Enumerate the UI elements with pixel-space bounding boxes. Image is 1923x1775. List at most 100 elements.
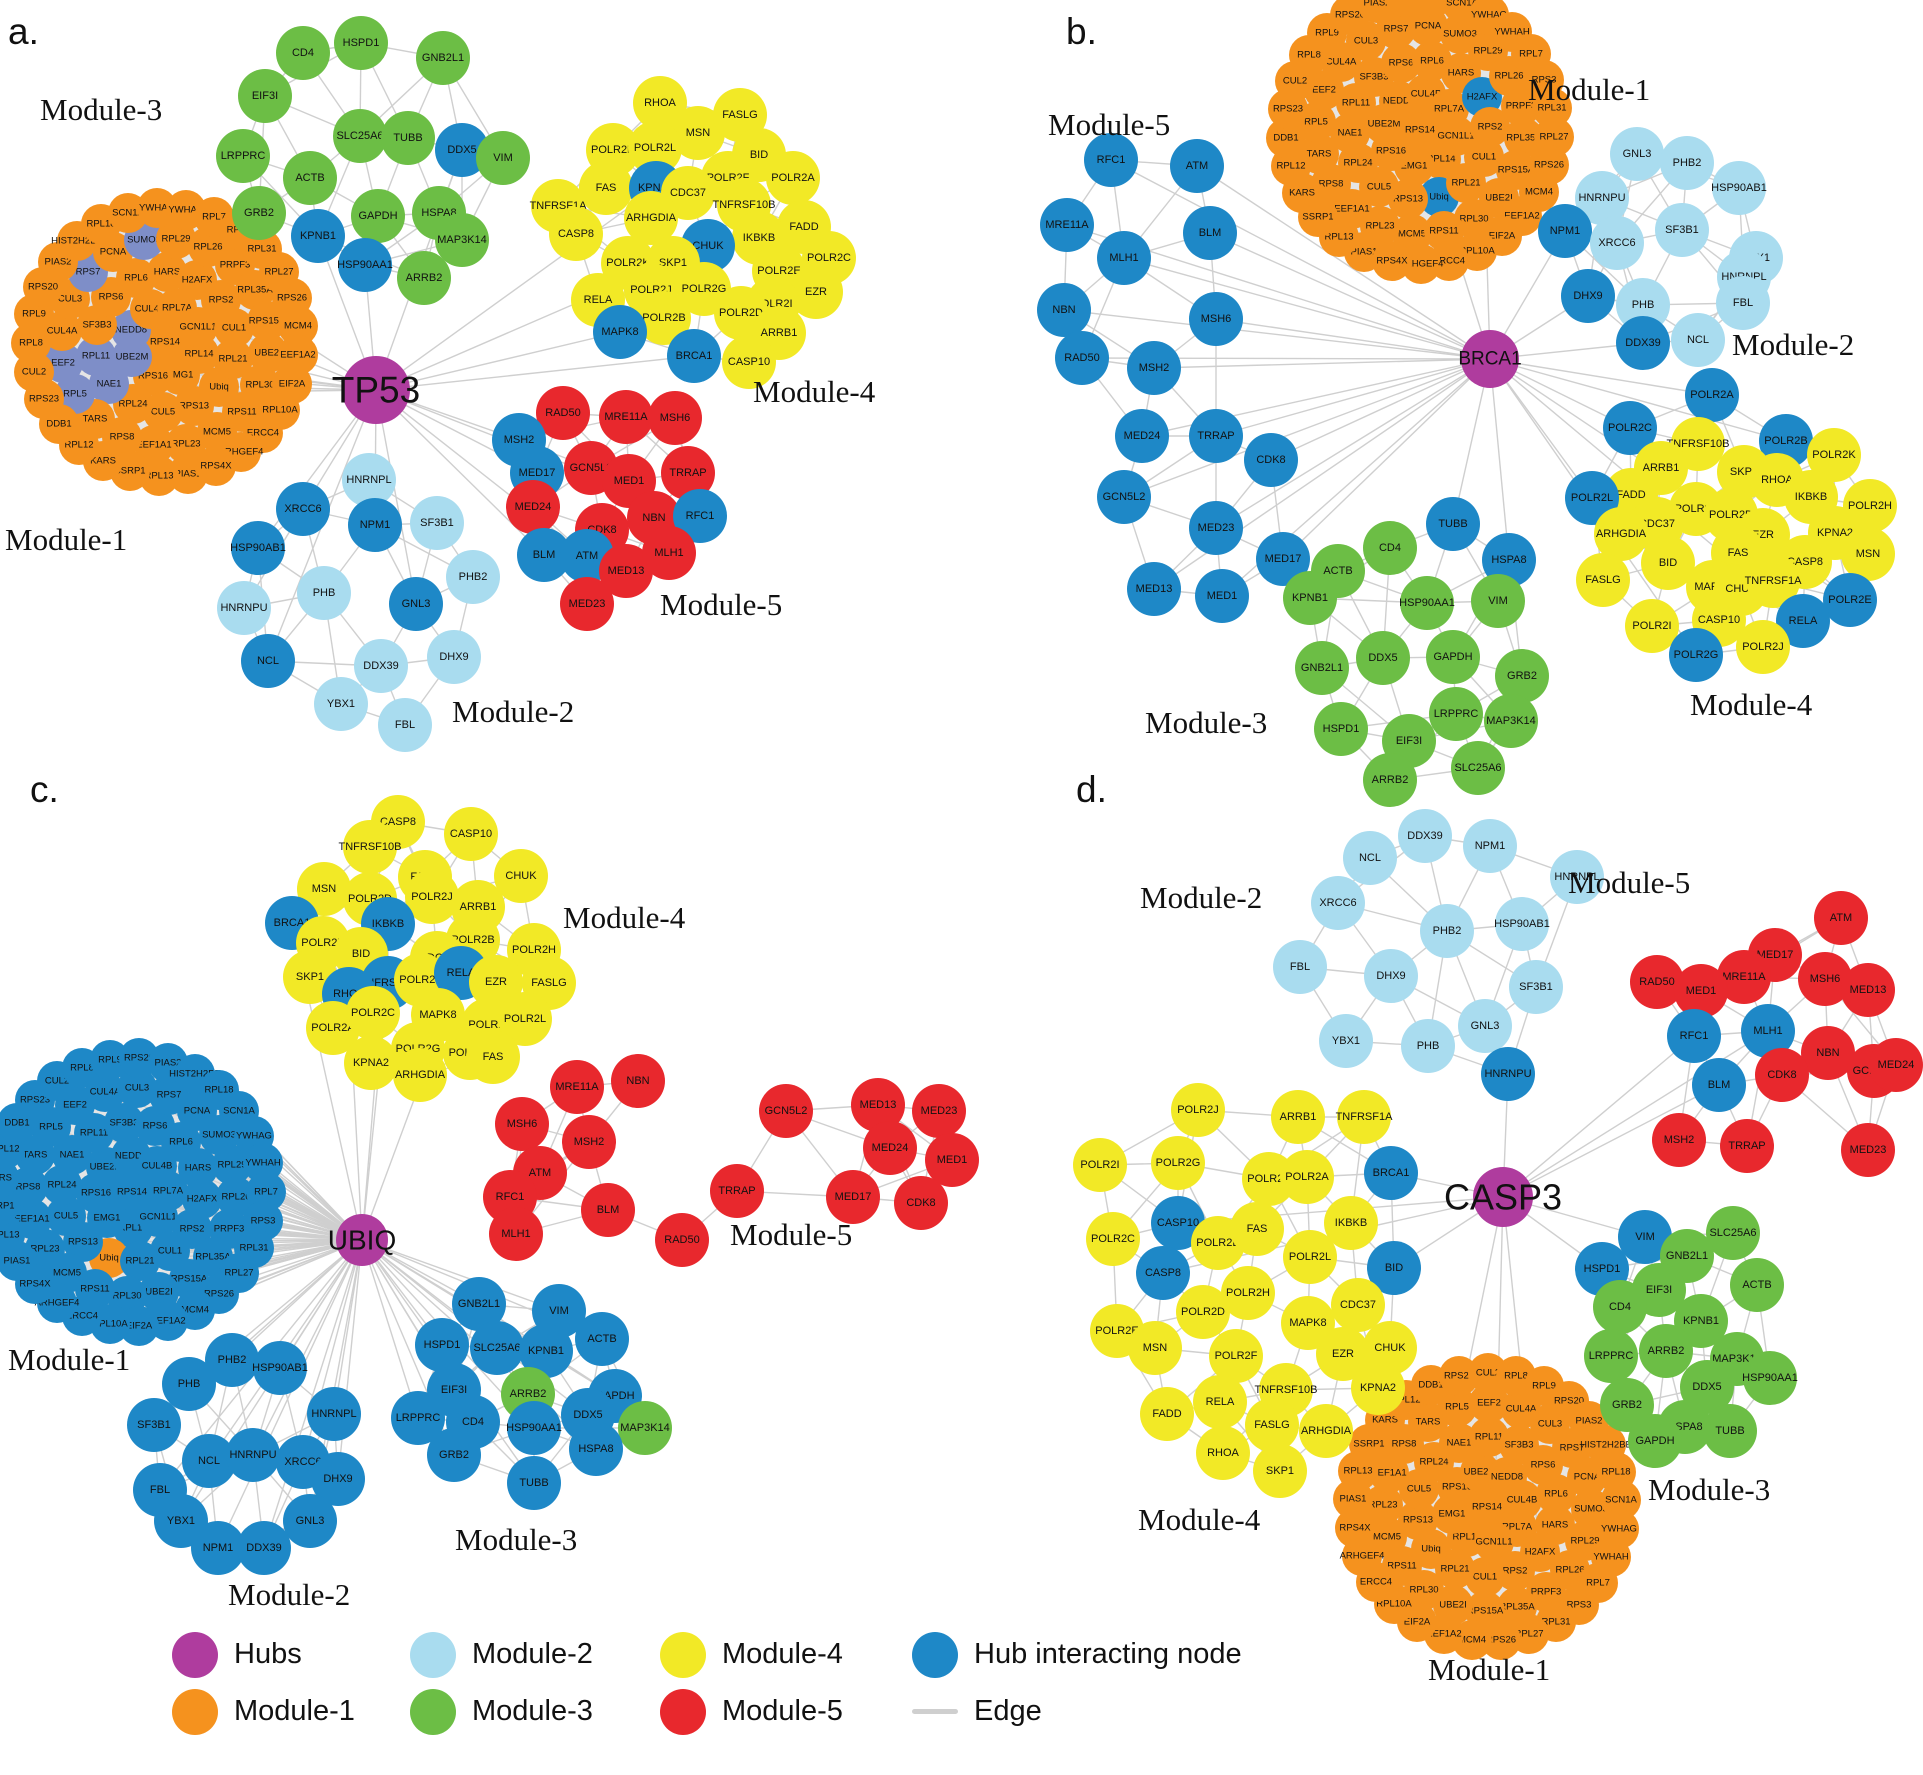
node-label: CD4	[1609, 1301, 1631, 1313]
node-label: HNRNPL	[311, 1408, 356, 1420]
node-label: GAPDH	[1433, 651, 1472, 663]
node-MAPK8: MAPK8	[593, 305, 647, 359]
edge	[375, 389, 417, 605]
node-label: POLR2K	[399, 974, 443, 986]
node-label: DDB1	[4, 1118, 29, 1129]
node-label: RPL29	[161, 234, 190, 245]
panel-letter-c: c.	[30, 769, 59, 810]
node-label: VIM	[549, 1305, 569, 1317]
node-label: MED23	[1850, 1144, 1887, 1156]
node-label: EEF1A2	[150, 1316, 185, 1327]
legend-label: Edge	[974, 1695, 1042, 1727]
node-label: POLR2H	[591, 144, 635, 156]
node-label: POLR2L	[1289, 1251, 1331, 1263]
node-label: Ubiq	[99, 1253, 119, 1264]
node-label: SCN1A	[112, 208, 144, 219]
edge	[1196, 165, 1491, 360]
node-RELA: RELA	[1193, 1375, 1247, 1429]
node-HSPD1: HSPD1	[334, 16, 388, 70]
node-label: EIF2A	[1404, 1617, 1431, 1628]
node-label: BLM	[533, 549, 556, 561]
node-HSP90AB1: HSP90AB1	[252, 1341, 308, 1395]
node-RPL7: RPL7	[246, 1172, 286, 1212]
node-label: RPL13	[144, 471, 173, 482]
nodes: RPS14RPL14EMG1RPS16UBE2MNEDD8CUL4BRPL7AG…	[0, 795, 979, 1575]
node-label: RPS7	[1560, 1443, 1585, 1454]
node-SLC25A6: SLC25A6	[1451, 741, 1505, 795]
node-label: RPS20	[1335, 10, 1365, 21]
edge	[1502, 1030, 1769, 1198]
node-PIAS2: PIAS2	[1357, 0, 1397, 23]
node-RPS15A: RPS15A	[169, 1259, 209, 1299]
node-TUBB: TUBB	[1703, 1404, 1757, 1458]
node-RHOA: RHOA	[1196, 1426, 1250, 1480]
node-label: ARRB1	[1643, 462, 1680, 474]
node-RPS14: RPS14	[145, 322, 185, 362]
node-label: CDC37	[1639, 518, 1675, 530]
node-label: RPL13	[0, 1230, 20, 1241]
module-5-swatch-icon	[660, 1688, 706, 1735]
node-DDX39: DDX39	[237, 1521, 291, 1575]
node-label: CHUK	[692, 240, 724, 252]
node-label: GNB2L1	[1301, 662, 1343, 674]
legend-label: Hubs	[234, 1638, 302, 1670]
node-label: EEF1A1	[14, 1214, 49, 1225]
node-label: SLC25A6	[1709, 1227, 1756, 1239]
node-label: POLR2I	[1080, 1159, 1119, 1171]
node-GCN1L1: GCN1L1	[1474, 1522, 1514, 1562]
node-MAP3K14: MAP3K14	[618, 1401, 672, 1455]
node-label: EMG1	[1439, 1509, 1466, 1520]
node-label: BRCA1	[676, 350, 713, 362]
node-DDX39: DDX39	[1398, 809, 1452, 863]
node-label: RPL12	[1276, 161, 1305, 172]
node-label: RPS14	[1405, 125, 1435, 136]
node-label: CD4	[1379, 542, 1401, 554]
node-label: XRCC6	[284, 1456, 321, 1468]
node-HSPD1: HSPD1	[1314, 702, 1368, 756]
node-XRCC6: XRCC6	[1311, 876, 1365, 930]
module-1-swatch-icon	[172, 1688, 218, 1735]
node-label: FAS	[483, 1051, 504, 1063]
node-label: POLR2E	[1095, 1325, 1138, 1337]
node-GNB2L1: GNB2L1	[452, 1277, 506, 1331]
node-label: RAD50	[1639, 976, 1674, 988]
node-label: FASLG	[531, 977, 566, 989]
node-label: MRE11A	[1722, 971, 1766, 983]
node-ATM: ATM	[1814, 891, 1868, 945]
nodes: RPS14RPL14EMG1RPS16UBE2MNEDD8CUL4BRPL7AG…	[1037, 0, 1897, 807]
nodes: RPS14RPL14EMG1RPS16UBE2MNEDD8CUL4BRPL7AG…	[11, 16, 856, 752]
node-RPS13: RPS13	[1398, 1500, 1438, 1540]
node-MED13: MED13	[599, 544, 653, 598]
hub-label: CASP3	[1444, 1177, 1562, 1218]
node-label: YWHAH	[245, 1158, 281, 1169]
node-label: TRRAP	[718, 1185, 755, 1197]
node-label: RFC1	[496, 1191, 525, 1203]
node-POLR2F: POLR2F	[1209, 1329, 1263, 1383]
node-MLH1: MLH1	[642, 526, 696, 580]
node-label: PCNA	[1415, 21, 1442, 32]
node-label: MED13	[1136, 583, 1173, 595]
node-label: EIF3I	[441, 1384, 467, 1396]
node-label: RPL24	[47, 1180, 76, 1191]
node-ATM: ATM	[1170, 139, 1224, 193]
node-GAPDH: GAPDH	[1628, 1414, 1682, 1468]
node-MSH2: MSH2	[1127, 341, 1181, 395]
node-label: CUL4A	[47, 326, 78, 337]
node-label: DDX39	[1407, 830, 1442, 842]
node-label: RPS8	[16, 1182, 41, 1193]
node-RPL6: RPL6	[1536, 1474, 1576, 1514]
node-MSH6: MSH6	[1189, 292, 1243, 346]
node-label: SUMO3	[202, 1130, 236, 1141]
module-label: Module-4	[1138, 1502, 1261, 1537]
node-label: MED23	[1198, 522, 1235, 534]
node-label: POLR2L	[504, 1013, 546, 1025]
node-PHB: PHB	[1616, 278, 1670, 332]
node-label: EEF2	[1312, 85, 1336, 96]
node-MSN: MSN	[297, 862, 351, 916]
hub-label: TP53	[332, 370, 420, 411]
node-label: RPS23	[1444, 1371, 1474, 1382]
node-label: SCN1A	[1446, 0, 1478, 9]
module-label: Module-5	[1568, 865, 1690, 900]
node-label: HARS	[1448, 68, 1474, 79]
legend-label: Module-3	[472, 1695, 593, 1727]
